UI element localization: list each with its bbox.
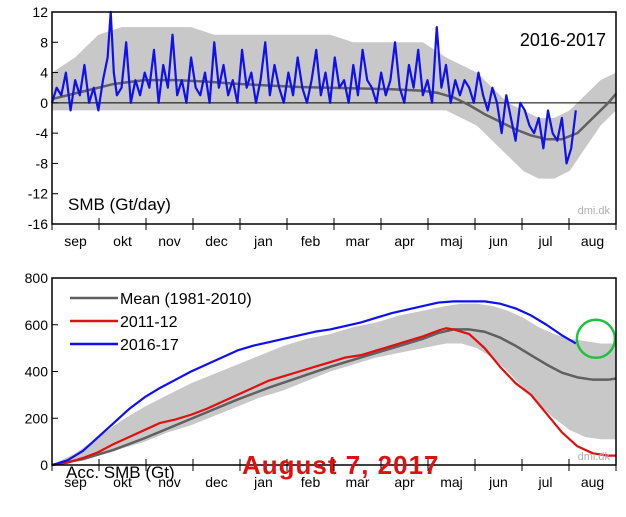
month-label: okt: [113, 474, 132, 490]
month-label: nov: [158, 474, 181, 490]
month-label: jun: [488, 233, 508, 249]
bot-range-band-area: [52, 303, 616, 465]
month-label: jun: [488, 474, 508, 490]
accumulated-smb-series: [51, 300, 617, 467]
month-label: mar: [345, 233, 369, 249]
daily-smb-panel: 12 8 4 0 -4 -8 -12 -16 sep okt nov dec jan feb mar apr…: [28, 4, 617, 249]
month-label: jan: [253, 233, 273, 249]
dmi-watermark: dmi.dk: [578, 451, 611, 463]
month-label: apr: [394, 233, 415, 249]
legend-label-2016-17: 2016-17: [120, 337, 179, 354]
accumulated-smb-range-band: [52, 303, 616, 465]
accumulated-smb-x-axis: sep okt nov dec jan feb mar apr maj jun jul aug: [51, 459, 617, 490]
y-tick-label: 0: [40, 95, 48, 111]
dmi-watermark: dmi.dk: [578, 205, 611, 217]
legend: Mean (1981-2010) 2011-12 2016-17: [70, 291, 252, 354]
daily-smb-y-axis: 12 8 4 0 -4 -8 -12 -16: [28, 4, 58, 232]
legend-label-mean: Mean (1981-2010): [120, 291, 252, 308]
legend-label-2011-12: 2011-12: [120, 314, 178, 331]
daily-smb-x-axis: sep okt nov dec jan feb mar apr maj jun jul aug: [51, 218, 617, 249]
month-label: jan: [253, 474, 273, 490]
month-label: dec: [205, 474, 228, 490]
bot-series-line-2: [51, 300, 577, 467]
month-label: sep: [64, 233, 87, 249]
accumulated-smb-label: Acc. SMB (Gt): [66, 463, 175, 482]
month-label: mar: [345, 474, 369, 490]
month-label: okt: [113, 233, 132, 249]
daily-smb-label: SMB (Gt/day): [68, 195, 171, 214]
bot-series-line-0: [51, 328, 617, 467]
bot-series-line-1: [51, 327, 616, 467]
y-tick-label: -12: [28, 186, 48, 202]
y-tick-label: -4: [36, 125, 49, 141]
y-tick-label: 0: [40, 457, 48, 473]
month-label: apr: [394, 474, 415, 490]
top-series-line-1: [50, 10, 577, 165]
date-label: August 7, 2017: [242, 450, 440, 480]
y-tick-label: -8: [36, 155, 49, 171]
month-label: jul: [537, 474, 552, 490]
y-tick-label: 8: [40, 34, 48, 50]
y-tick-label: 600: [25, 317, 49, 333]
month-label: nov: [158, 233, 181, 249]
month-label: maj: [440, 474, 463, 490]
current-value-highlight-circle: [575, 318, 617, 360]
month-label: feb: [301, 474, 321, 490]
month-label: aug: [581, 474, 604, 490]
month-label: sep: [64, 474, 87, 490]
month-label: jul: [537, 233, 552, 249]
accumulated-smb-y-axis: 800 600 400 200 0: [25, 270, 58, 473]
y-tick-label: 400: [25, 364, 49, 380]
y-tick-label: 4: [40, 65, 48, 81]
season-label: 2016-2017: [520, 30, 606, 50]
y-tick-label: -16: [28, 216, 48, 232]
y-tick-label: 200: [25, 410, 49, 426]
daily-smb-series: [50, 10, 617, 165]
month-label: maj: [440, 233, 463, 249]
y-tick-label: 800: [25, 270, 49, 286]
month-label: aug: [581, 233, 604, 249]
y-tick-label: 12: [32, 4, 48, 20]
month-label: feb: [301, 233, 321, 249]
month-label: dec: [205, 233, 228, 249]
accumulated-smb-panel: 800 600 400 200 0 sep okt nov dec jan feb mar apr ma…: [25, 270, 617, 490]
